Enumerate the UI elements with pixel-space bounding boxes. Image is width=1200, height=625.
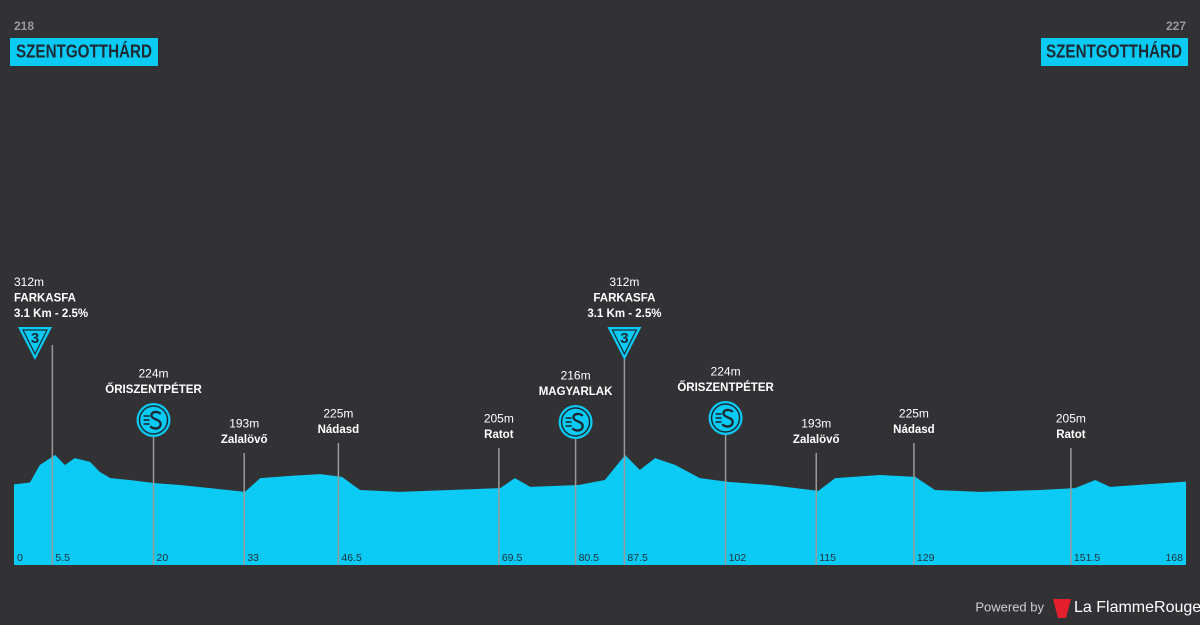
start-name: SZENTGOTTHÁRD xyxy=(16,40,152,61)
waypoint-name: ŐRISZENTPÉTER xyxy=(677,381,774,394)
sprint-icon xyxy=(136,403,171,437)
km-tick-label: 5.5 xyxy=(55,552,70,564)
waypoint-elevation: 312m xyxy=(609,275,639,289)
start-elevation: 218 xyxy=(14,19,34,33)
km-tick-label: 115 xyxy=(819,552,836,564)
kom-category: 3 xyxy=(31,330,39,347)
km-tick-label: 20 xyxy=(157,552,169,564)
waypoint-name: Ratot xyxy=(1056,429,1086,441)
waypoint-elevation: 225m xyxy=(899,407,929,421)
km-tick-label: 102 xyxy=(729,552,747,564)
finish-name: SZENTGOTTHÁRD xyxy=(1046,40,1182,61)
kom-icon xyxy=(607,327,642,360)
waypoint-name: FARKASFA xyxy=(593,293,655,305)
waypoint-name: MAGYARLAK xyxy=(539,386,613,398)
km-tick-label: 168 xyxy=(1165,552,1183,564)
kom-icon xyxy=(18,327,52,360)
waypoint-name: Zalalövő xyxy=(221,434,268,446)
km-tick-label: 87.5 xyxy=(627,552,648,564)
powered-by: Powered by xyxy=(975,599,1044,614)
waypoint-elevation: 225m xyxy=(323,407,353,421)
km-tick-label: 69.5 xyxy=(502,552,523,564)
sprint-icon xyxy=(708,401,743,435)
sprint-icon-ring xyxy=(710,403,741,433)
km-tick-label: 80.5 xyxy=(579,552,600,564)
start-box xyxy=(10,38,158,66)
waypoint-elevation: 193m xyxy=(229,417,259,431)
waypoint-elevation: 224m xyxy=(139,367,169,381)
kom-category: 3 xyxy=(620,330,628,347)
brand-logo xyxy=(1053,599,1071,618)
km-tick-label: 129 xyxy=(917,552,935,564)
kom-icon-ring xyxy=(611,329,638,356)
waypoint-elevation: 205m xyxy=(1056,412,1086,426)
waypoint-elevation: 193m xyxy=(801,417,831,431)
waypoint-elevation: 312m xyxy=(14,275,44,289)
elevation-area xyxy=(14,455,1186,565)
waypoint-elevation: 216m xyxy=(561,369,591,383)
waypoint-name: Zalalövő xyxy=(793,434,840,446)
finish-elevation: 227 xyxy=(1166,19,1186,33)
sprint-icon-ring xyxy=(560,407,591,437)
sprint-s xyxy=(721,408,734,428)
waypoint-elevation: 224m xyxy=(711,365,741,379)
km-tick-label: 46.5 xyxy=(341,552,362,564)
km-tick-label: 0 xyxy=(17,552,23,564)
waypoint-detail: 3.1 Km - 2.5% xyxy=(14,308,88,320)
sprint-s xyxy=(571,412,584,432)
waypoint-name: Nádasd xyxy=(893,424,935,436)
waypoint-name: ŐRISZENTPÉTER xyxy=(105,383,202,396)
km-tick-label: 33 xyxy=(247,552,259,564)
brand-name: La FlammeRouge xyxy=(1074,599,1200,616)
kom-icon-ring xyxy=(22,329,48,356)
sprint-icon xyxy=(558,405,593,439)
sprint-icon-ring xyxy=(138,405,169,435)
waypoint-name: Nádasd xyxy=(318,424,360,436)
waypoint-name: FARKASFA xyxy=(14,293,76,305)
finish-box xyxy=(1041,38,1188,66)
waypoint-detail: 3.1 Km - 2.5% xyxy=(587,308,661,320)
waypoint-name: Ratot xyxy=(484,429,514,441)
sprint-s xyxy=(149,410,162,430)
waypoint-elevation: 205m xyxy=(484,412,514,426)
km-tick-label: 151.5 xyxy=(1074,552,1100,564)
